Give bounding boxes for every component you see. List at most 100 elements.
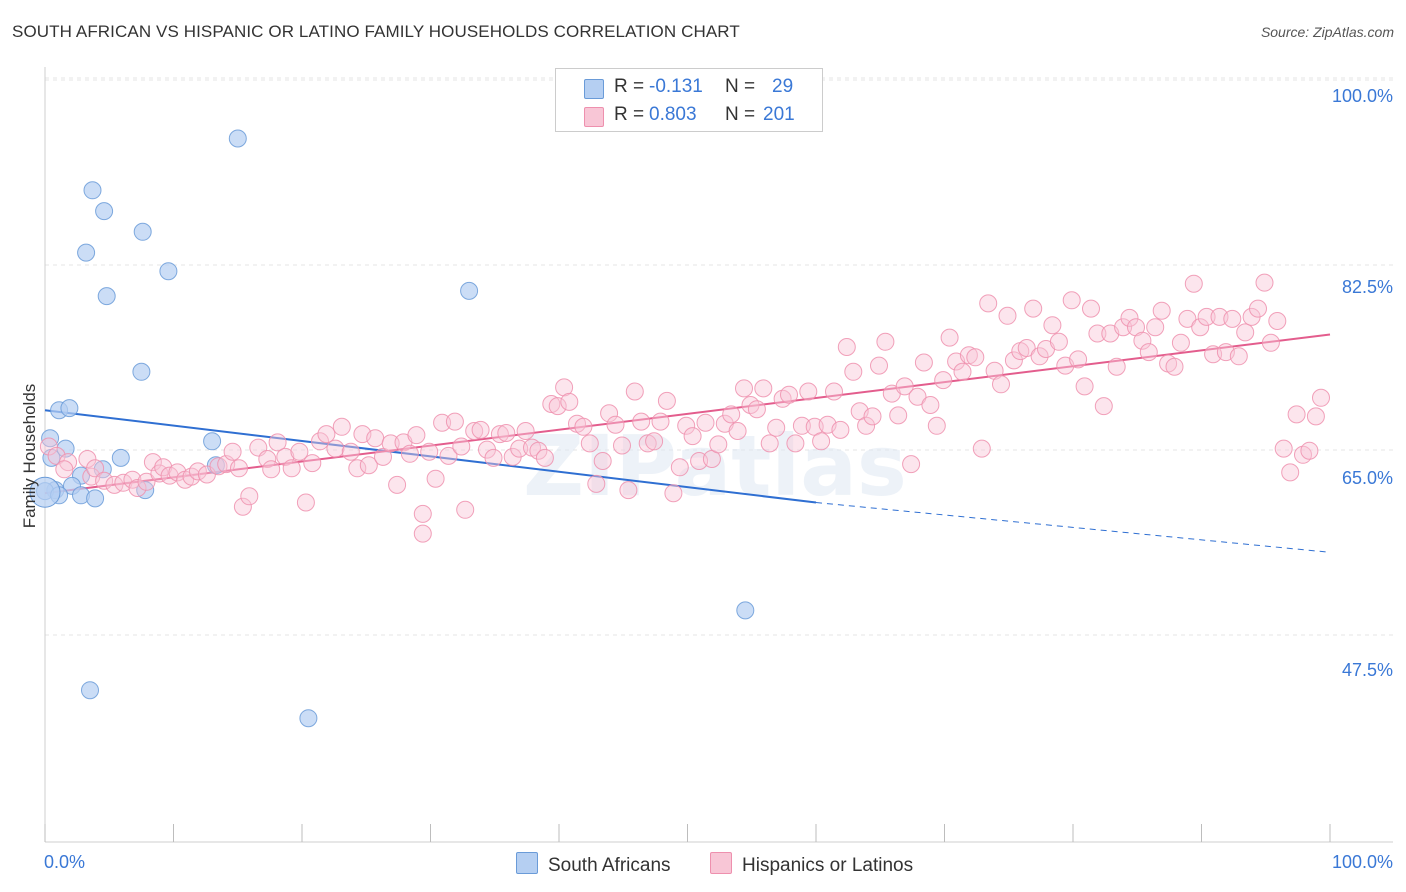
legend-r-value: 0.803 bbox=[649, 104, 697, 125]
point-hispanic bbox=[86, 459, 105, 478]
point-hispanic bbox=[348, 459, 367, 478]
legend-n-label: N = bbox=[725, 104, 756, 125]
bottom-legend-south-africans: South Africans bbox=[516, 852, 671, 877]
legend-r-label: R = bbox=[614, 104, 645, 125]
chart-source: Source: ZipAtlas.com bbox=[1260, 24, 1394, 40]
bottom-legend-label: South Africans bbox=[548, 855, 671, 876]
point-hispanic bbox=[1223, 309, 1242, 328]
trend-line-south-africans bbox=[44, 409, 817, 504]
point-hispanic bbox=[587, 474, 606, 493]
point-hispanic bbox=[359, 456, 378, 475]
point-hispanic bbox=[332, 417, 351, 436]
point-hispanic bbox=[792, 416, 811, 435]
point-hispanic bbox=[786, 434, 805, 453]
point-hispanic bbox=[1069, 350, 1088, 369]
point-hispanic bbox=[728, 422, 747, 440]
point-hispanic bbox=[439, 446, 458, 465]
point-hispanic bbox=[407, 426, 426, 445]
point-hispanic bbox=[262, 460, 281, 479]
point-hispanic bbox=[1281, 463, 1300, 482]
point-hispanic bbox=[535, 448, 554, 467]
point-hispanic bbox=[1088, 324, 1107, 343]
point-hispanic bbox=[497, 424, 516, 442]
point-hispanic bbox=[1133, 331, 1152, 350]
point-south-african bbox=[81, 681, 99, 700]
point-hispanic bbox=[1075, 377, 1094, 396]
point-hispanic bbox=[696, 413, 715, 432]
point-hispanic bbox=[1312, 388, 1330, 407]
point-south-african bbox=[86, 489, 105, 508]
point-hispanic bbox=[606, 415, 625, 434]
point-hispanic bbox=[670, 458, 689, 477]
point-hispanic bbox=[812, 432, 831, 451]
point-hispanic bbox=[1178, 309, 1197, 328]
legend-r-label: R = bbox=[614, 76, 645, 97]
legend-n-value: 201 bbox=[763, 104, 795, 125]
point-hispanic bbox=[230, 459, 248, 478]
trend-line-hispanics bbox=[44, 333, 1331, 495]
point-hispanic bbox=[1043, 316, 1062, 335]
point-hispanic bbox=[895, 377, 914, 396]
point-south-african bbox=[159, 262, 178, 281]
point-hispanic bbox=[799, 382, 818, 401]
point-hispanic bbox=[857, 416, 876, 435]
point-hispanic bbox=[381, 434, 400, 453]
point-hispanic bbox=[555, 378, 574, 397]
point-hispanic bbox=[1165, 357, 1184, 376]
point-hispanic bbox=[1120, 308, 1139, 327]
point-hispanic bbox=[902, 455, 921, 474]
y-axis-title: Family Households bbox=[20, 383, 39, 529]
point-hispanic bbox=[876, 332, 895, 351]
point-hispanic bbox=[1184, 274, 1203, 293]
point-hispanic bbox=[1139, 343, 1158, 362]
point-hispanic bbox=[240, 487, 259, 506]
point-hispanic bbox=[1171, 333, 1190, 352]
point-hispanic bbox=[1146, 318, 1165, 337]
point-south-african bbox=[133, 222, 152, 241]
point-hispanic bbox=[1049, 332, 1068, 351]
point-hispanic bbox=[168, 463, 187, 482]
point-hispanic bbox=[78, 450, 97, 468]
bottom-legend-swatch-pink bbox=[710, 852, 732, 874]
point-hispanic bbox=[484, 448, 503, 467]
point-hispanic bbox=[921, 396, 940, 414]
point-hispanic bbox=[1017, 339, 1036, 357]
point-hispanic bbox=[934, 371, 953, 390]
point-south-african bbox=[93, 460, 112, 479]
point-hispanic bbox=[1062, 291, 1081, 310]
point-hispanic bbox=[420, 442, 439, 461]
point-hispanic bbox=[1268, 312, 1287, 330]
point-hispanic bbox=[137, 472, 156, 491]
point-hispanic bbox=[542, 395, 561, 413]
point-hispanic bbox=[619, 481, 638, 500]
point-hispanic bbox=[1152, 301, 1171, 320]
point-hispanic bbox=[1229, 347, 1248, 366]
point-hispanic bbox=[413, 504, 432, 523]
point-hispanic bbox=[844, 362, 863, 381]
point-hispanic bbox=[258, 450, 277, 468]
y-tick-label: 82.5% bbox=[1341, 277, 1393, 297]
point-hispanic bbox=[1306, 407, 1325, 426]
point-hispanic bbox=[1024, 299, 1043, 318]
point-hispanic bbox=[837, 338, 856, 356]
point-hispanic bbox=[940, 328, 959, 347]
point-hispanic bbox=[1094, 397, 1113, 416]
point-hispanic bbox=[55, 460, 74, 479]
point-hispanic bbox=[1030, 347, 1049, 366]
point-hispanic bbox=[341, 442, 360, 461]
point-south-african bbox=[228, 129, 247, 148]
point-hispanic bbox=[645, 432, 664, 451]
point-hispanic bbox=[998, 306, 1017, 325]
point-hispanic bbox=[95, 471, 114, 490]
gridlines bbox=[45, 77, 1393, 636]
legend-swatch-pink bbox=[584, 107, 604, 127]
point-hispanic bbox=[613, 436, 631, 455]
point-hispanic bbox=[1300, 441, 1319, 460]
trend-lines bbox=[44, 333, 1331, 553]
point-hispanic bbox=[105, 475, 124, 494]
point-hispanic bbox=[953, 362, 972, 381]
point-south-african bbox=[111, 448, 130, 467]
point-hispanic bbox=[580, 434, 599, 453]
point-south-african bbox=[299, 709, 318, 728]
point-hispanic bbox=[388, 475, 407, 494]
